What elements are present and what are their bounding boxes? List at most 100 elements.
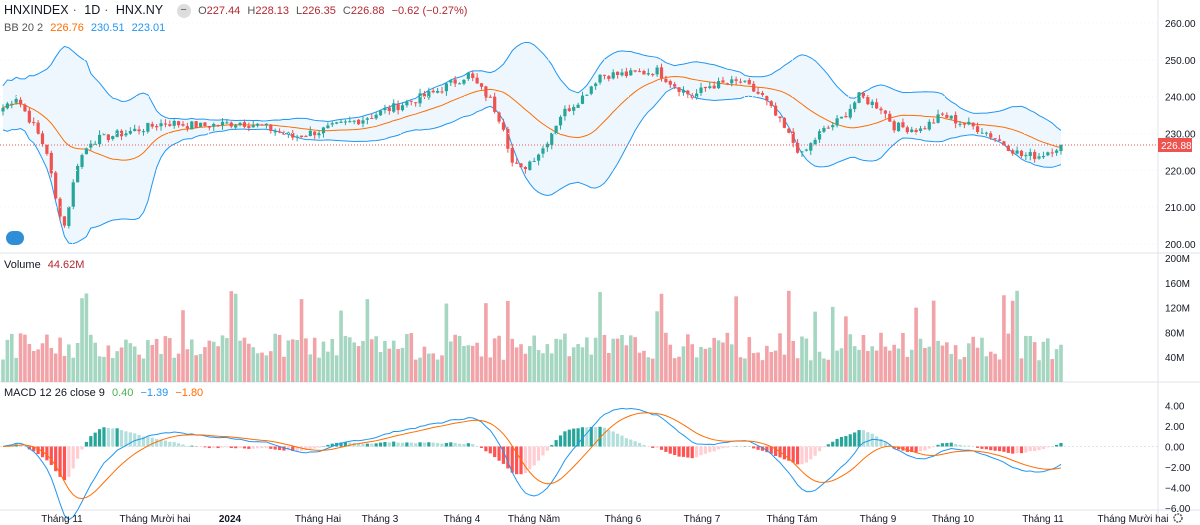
macd-histogram-bar xyxy=(848,434,852,447)
bb-legend[interactable]: BB 20 2 226.76 230.51 223.01 xyxy=(4,22,169,34)
candle-body xyxy=(348,121,352,123)
bb-upper-line xyxy=(2,41,1062,131)
interval[interactable]: 1D xyxy=(84,3,101,17)
macd-histogram-bar xyxy=(97,429,102,447)
candle-body xyxy=(831,125,835,128)
candle-body xyxy=(958,123,962,125)
macd-histogram-bar xyxy=(817,446,822,452)
candle-body xyxy=(699,87,703,93)
volume-bar xyxy=(14,357,18,382)
macd-histogram-bar xyxy=(558,435,563,447)
volume-bar xyxy=(150,344,155,382)
macd-histogram-bar xyxy=(997,446,1002,452)
volume-bar xyxy=(655,311,659,382)
macd-histogram-bar xyxy=(905,446,909,452)
candle-body xyxy=(405,101,409,106)
macd-histogram-bar xyxy=(242,446,247,449)
volume-bar xyxy=(975,347,980,382)
volume-bar xyxy=(1010,300,1015,382)
macd-histogram-bar xyxy=(256,446,260,449)
candle-body xyxy=(510,148,514,163)
macd-histogram-bar xyxy=(787,446,791,461)
volume-bar xyxy=(405,333,409,382)
macd-tick-label: −6.00 xyxy=(1165,504,1191,515)
candle-body xyxy=(229,122,233,127)
macd-histogram-bar xyxy=(361,443,365,447)
volume-bar xyxy=(887,350,892,382)
macd-histogram-bar xyxy=(870,433,874,447)
volume-bar xyxy=(1006,333,1011,382)
macd-histogram-bar xyxy=(510,446,514,473)
macd-histogram-bar xyxy=(642,444,646,447)
volume-bar xyxy=(387,348,392,382)
macd-histogram-bar xyxy=(910,446,914,453)
settings-gear-icon[interactable] xyxy=(1173,513,1183,523)
macd-histogram-bar xyxy=(84,441,89,447)
candle-body xyxy=(787,128,791,133)
volume-value: 44.62M xyxy=(47,259,85,271)
macd-histogram-bar xyxy=(664,446,668,452)
collapse-icon[interactable]: − xyxy=(176,3,191,18)
candle-body xyxy=(826,127,830,129)
candle-body xyxy=(383,108,387,111)
volume-bar xyxy=(844,316,848,382)
signal-line xyxy=(2,412,1062,500)
volume-bar xyxy=(962,356,967,382)
candle-body xyxy=(361,120,365,124)
volume-bar xyxy=(181,310,185,382)
volume-bar xyxy=(1032,342,1037,382)
macd-histogram-bar xyxy=(212,446,216,448)
candle-body xyxy=(106,134,110,141)
volume-bar xyxy=(1028,336,1033,382)
volume-bar xyxy=(620,334,624,382)
macd-histogram-bar xyxy=(835,438,839,447)
macd-histogram-bar xyxy=(576,428,580,447)
macd-histogram-bar xyxy=(273,446,277,450)
macd-histogram-bar xyxy=(374,443,378,447)
volume-bar xyxy=(642,350,646,382)
candle-body xyxy=(251,125,255,128)
candle-body xyxy=(1059,144,1063,151)
volume-bar xyxy=(75,343,80,382)
macd-histogram-bar xyxy=(690,446,694,459)
macd-histogram-bar xyxy=(813,446,817,456)
macd-legend[interactable]: MACD 12 26 close 9 0.40 −1.39 −1.80 xyxy=(4,387,207,399)
candle-body xyxy=(295,136,299,138)
volume-bar xyxy=(1024,335,1028,382)
candle-body xyxy=(686,90,690,95)
volume-bar xyxy=(927,346,932,382)
macd-histogram-bar xyxy=(585,427,589,447)
macd-tick-label: −4.00 xyxy=(1165,484,1191,495)
candle-body xyxy=(444,83,448,92)
macd-histogram-bar xyxy=(93,432,97,447)
macd-histogram-bar xyxy=(954,443,958,447)
volume-bar xyxy=(699,346,703,382)
volume-bar xyxy=(154,338,159,382)
candle-body xyxy=(607,76,611,79)
volume-bar xyxy=(369,339,374,382)
macd-histogram-bar xyxy=(462,443,466,447)
candle-body xyxy=(400,105,405,111)
volume-bar xyxy=(378,352,383,382)
tradingview-logo[interactable] xyxy=(6,231,24,245)
macd-histogram-bar xyxy=(124,431,128,447)
macd-histogram-bar xyxy=(431,442,435,447)
volume-bar xyxy=(418,357,422,382)
macd-histogram-bar xyxy=(80,446,84,450)
candle-body xyxy=(545,143,549,148)
bb-lower-value: 223.01 xyxy=(131,22,166,34)
macd-histogram-bar xyxy=(883,441,887,447)
volume-legend[interactable]: Volume 44.62M xyxy=(4,259,88,271)
macd-histogram-bar xyxy=(624,438,628,447)
volume-bar xyxy=(914,307,918,382)
macd-histogram-bar xyxy=(993,446,997,451)
candle-body xyxy=(576,104,580,108)
candle-body xyxy=(673,84,677,87)
symbol-name[interactable]: HNXINDEX xyxy=(4,3,69,17)
candle-body xyxy=(954,114,958,124)
candle-body xyxy=(378,110,383,116)
macd-histogram-bar xyxy=(826,444,830,447)
volume-bar xyxy=(312,337,317,382)
macd-histogram-bar xyxy=(436,442,440,447)
